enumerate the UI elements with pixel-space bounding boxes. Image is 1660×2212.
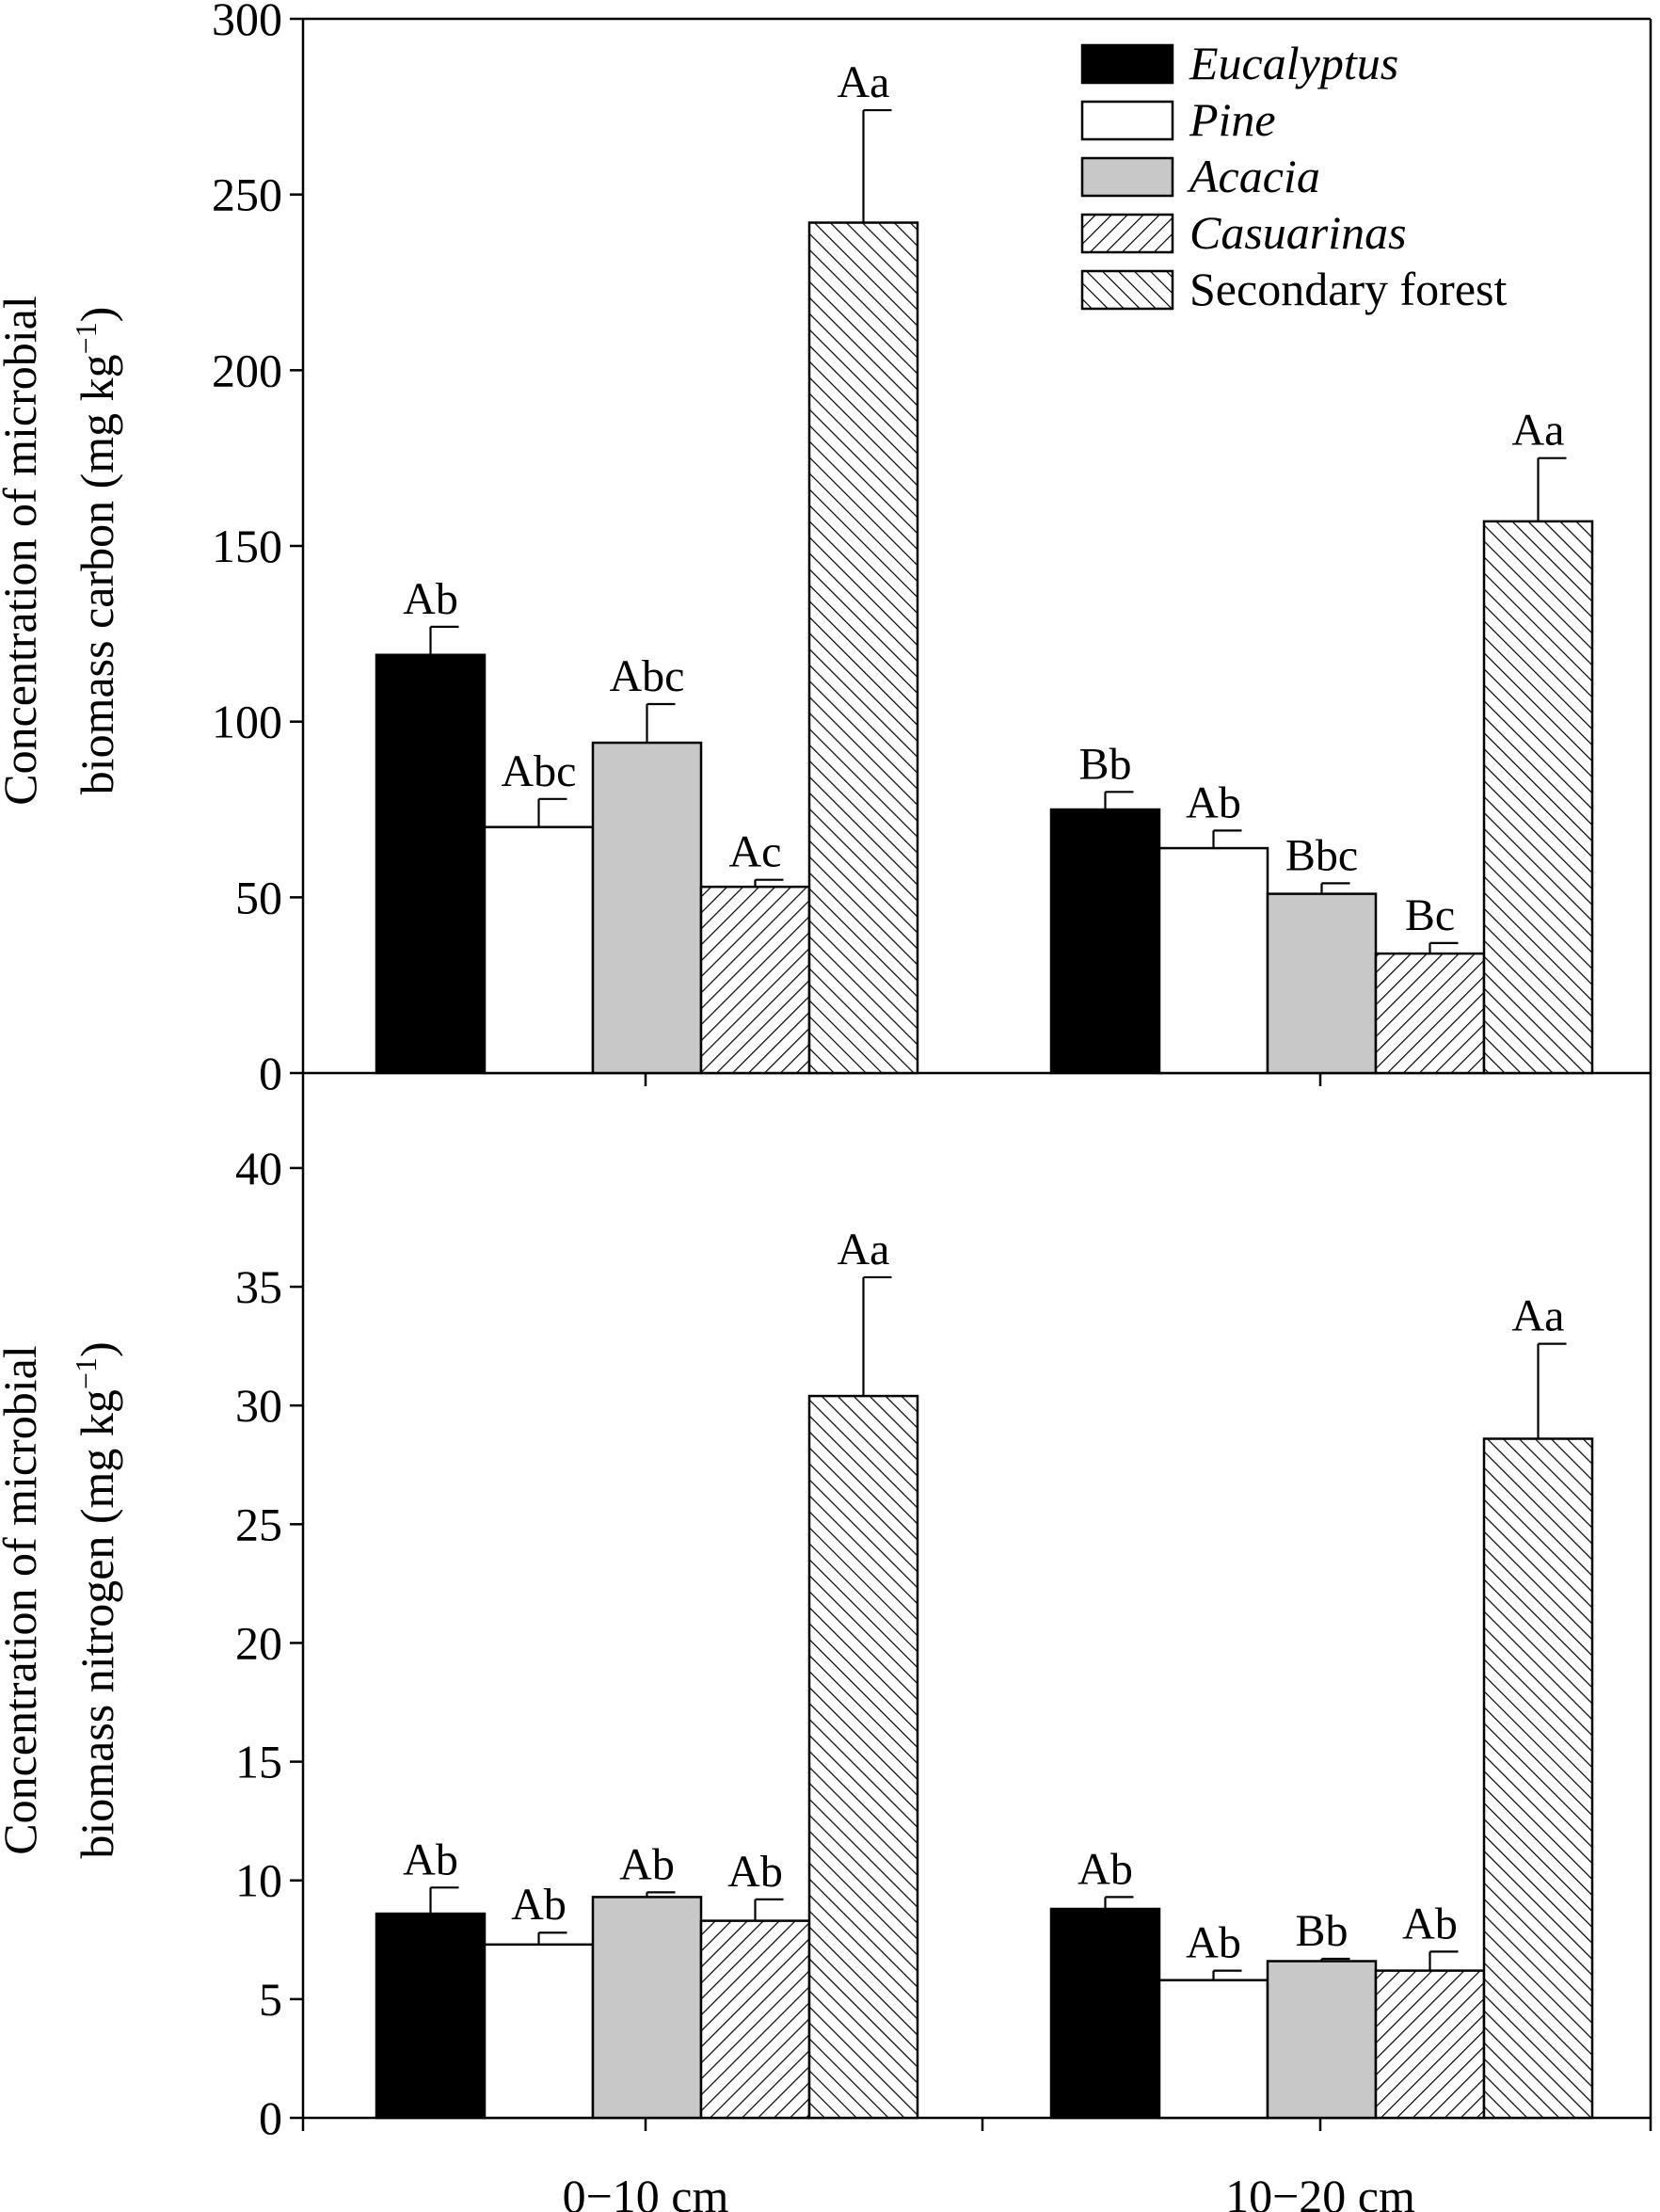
x-category-label-1: 0−10 cm [563, 2170, 729, 2212]
bar-acacia-1 [591, 1896, 703, 2120]
y-axis-title-bottom-line1: Concentration of microbial [0, 1345, 46, 1855]
significance-label: Aa [838, 57, 890, 107]
significance-label: Ac [729, 827, 782, 877]
bar-eucalyptus-2 [1049, 1907, 1161, 2120]
significance-label: Aa [838, 1225, 890, 1274]
bar-casuarinas-1 [699, 1919, 811, 2120]
significance-label: Bb [1078, 739, 1131, 789]
legend-swatch-casuarinas [1080, 213, 1174, 254]
significance-label: Bbc [1285, 830, 1358, 880]
y-axis-title-top-line1: Concentration of microbial [0, 296, 46, 806]
significance-label: Abc [502, 746, 577, 796]
y-axis-title-bottom: Concentration of microbial biomass nitro… [0, 1341, 123, 1858]
bar-pine-1 [483, 825, 595, 1075]
bar-eucalyptus-2 [1049, 808, 1161, 1075]
y-axis-title-top-line2: biomass carbon (mg kg−1) [69, 307, 123, 795]
x-axis-labels: 0−10 cm 10−20 cm [563, 2170, 1415, 2212]
legend-label-secondary-forest: Secondary forest [1189, 263, 1507, 315]
legend-label-pine: Pine [1189, 93, 1276, 146]
significance-label: Abc [610, 651, 685, 701]
y-tick-label: 0 [259, 1047, 282, 1099]
bar-casuarinas-2 [1374, 1969, 1486, 2120]
bar-pine-2 [1157, 846, 1269, 1075]
bar-eucalyptus-1 [375, 653, 487, 1075]
significance-label: Ab [511, 1880, 567, 1930]
significance-label: Ab [403, 1835, 458, 1884]
significance-label: Ab [619, 1839, 675, 1889]
legend-label-eucalyptus: Eucalyptus [1189, 37, 1398, 89]
y-axis-title-top: Concentration of microbial biomass carbo… [0, 296, 123, 806]
y-tick-label: 15 [235, 1736, 282, 1788]
significance-label: Aa [1512, 1291, 1565, 1341]
y-tick-label: 10 [235, 1854, 282, 1907]
legend-swatch-eucalyptus [1080, 43, 1174, 85]
y-tick-label: 250 [212, 168, 282, 221]
bar-pine-1 [483, 1943, 595, 2120]
y-tick-label: 300 [212, 0, 282, 45]
bar-secondary-forest-1 [807, 1394, 919, 2120]
bar-casuarinas-1 [699, 885, 811, 1075]
y-tick-label: 100 [212, 696, 282, 748]
significance-label: Bc [1405, 890, 1455, 940]
bar-eucalyptus-1 [375, 1912, 487, 2120]
significance-label: Ab [1186, 777, 1241, 827]
bar-secondary-forest-2 [1482, 1437, 1594, 2120]
y-tick-label: 40 [235, 1142, 282, 1194]
legend-swatch-acacia [1080, 156, 1174, 198]
significance-label: Aa [1512, 406, 1565, 456]
significance-label: Bb [1295, 1906, 1348, 1956]
bar-casuarinas-2 [1374, 952, 1486, 1075]
y-tick-label: 200 [212, 344, 282, 396]
bar-secondary-forest-2 [1482, 520, 1594, 1075]
significance-label: Ab [403, 574, 458, 624]
significance-label: Ab [1402, 1899, 1458, 1948]
y-tick-label: 25 [235, 1498, 282, 1550]
y-tick-label: 5 [259, 1973, 282, 2026]
legend: EucalyptusPineAcaciaCasuarinasSecondary … [1080, 37, 1507, 315]
bar-acacia-2 [1266, 892, 1378, 1075]
bar-acacia-1 [591, 741, 703, 1075]
y-tick-label: 0 [259, 2092, 282, 2144]
legend-label-casuarinas: Casuarinas [1189, 206, 1407, 259]
carbon-panel: 0 50 100 150 200 250 300 Ab Bb Abc Ab Abc Bbc Ac Bc Aa A… [212, 0, 1652, 1099]
y-axis-title-bottom-line2: biomass nitrogen (mg kg−1) [69, 1341, 123, 1858]
y-tick-label: 150 [212, 520, 282, 572]
nitrogen-panel: 0 5 10 15 20 25 30 35 40 Ab Ab Ab Ab Ab Bb Ab Ab Aa Aa [235, 1073, 1652, 2144]
bar-secondary-forest-1 [807, 221, 919, 1075]
y-tick-label: 20 [235, 1616, 282, 1669]
legend-label-acacia: Acacia [1187, 150, 1320, 202]
bar-pine-2 [1157, 1979, 1269, 2120]
legend-swatch-secondary-forest [1080, 269, 1174, 311]
y-tick-label: 35 [235, 1260, 282, 1313]
legend-swatch-pine [1080, 100, 1174, 141]
x-category-label-2: 10−20 cm [1225, 2170, 1415, 2212]
y-tick-label: 30 [235, 1379, 282, 1432]
significance-label: Ab [1186, 1918, 1241, 1968]
significance-label: Ab [1077, 1844, 1133, 1894]
significance-label: Ab [727, 1847, 783, 1897]
bar-acacia-2 [1266, 1960, 1378, 2120]
y-tick-label: 50 [235, 871, 282, 923]
